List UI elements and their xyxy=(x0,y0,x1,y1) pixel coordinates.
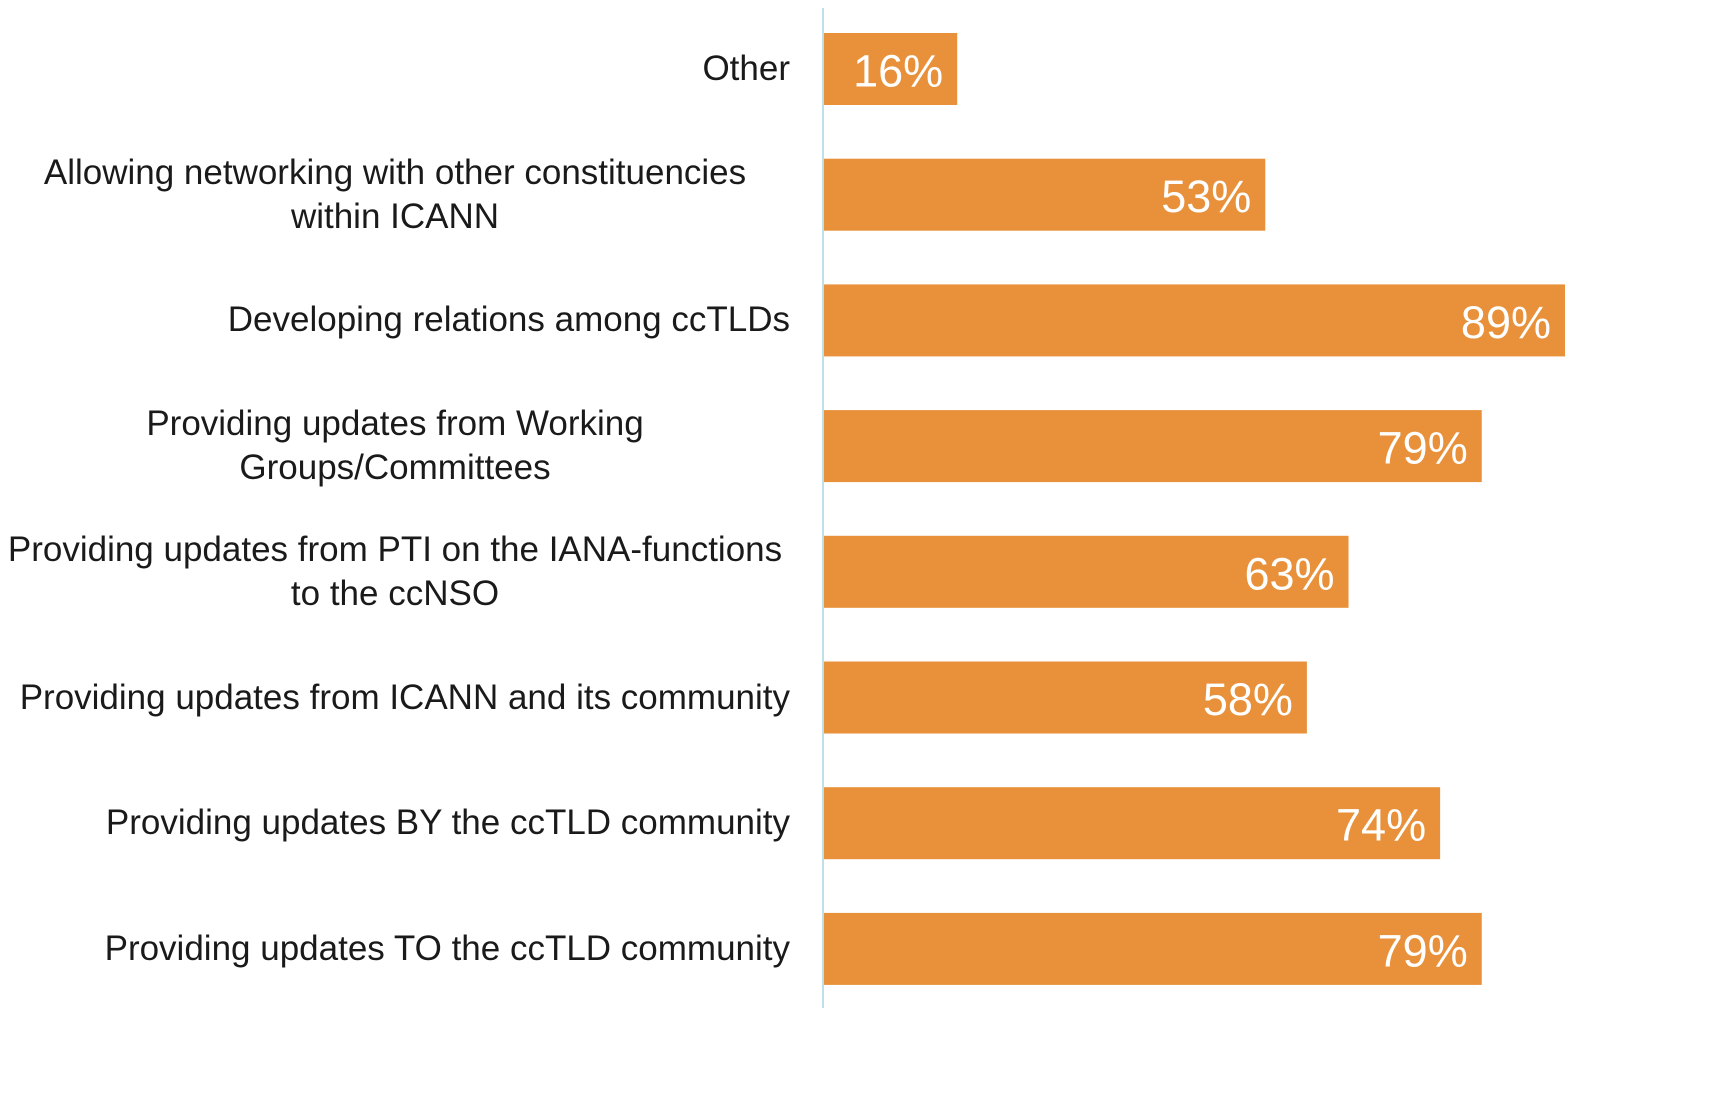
category-label-box: Providing updates BY the ccTLD community xyxy=(106,763,790,883)
category-label-box: Providing updates from Working Groups/Co… xyxy=(0,386,790,506)
value-label: 79% xyxy=(1378,423,1468,474)
value-label: 58% xyxy=(1203,674,1293,725)
category-label-box: Providing updates from PTI on the IANA-f… xyxy=(0,512,790,632)
bar xyxy=(824,661,1307,734)
value-label: 16% xyxy=(853,46,943,97)
category-label-box: Providing updates from ICANN and its com… xyxy=(20,638,790,758)
bar xyxy=(824,410,1482,483)
category-label: Other xyxy=(702,49,790,88)
category-label-box: Providing updates TO the ccTLD community xyxy=(105,889,790,1009)
bar xyxy=(824,535,1349,608)
value-label: 89% xyxy=(1461,297,1551,348)
value-label: 74% xyxy=(1336,800,1426,851)
bar xyxy=(824,158,1266,231)
category-label-box: Allowing networking with other constitue… xyxy=(0,135,790,255)
category-label: Allowing networking with other constitue… xyxy=(43,152,747,236)
bar xyxy=(824,787,1441,860)
category-label: Providing updates TO the ccTLD community xyxy=(104,928,790,968)
bar xyxy=(824,284,1565,357)
bar xyxy=(824,33,958,105)
category-label: Providing updates from ICANN and its com… xyxy=(19,677,790,717)
value-label: 53% xyxy=(1161,171,1251,222)
value-label: 79% xyxy=(1378,925,1468,976)
category-label: Providing updates BY the ccTLD community xyxy=(105,803,790,843)
category-label: Developing relations among ccTLDs xyxy=(227,300,790,340)
category-label: Providing updates from PTI on the IANA-f… xyxy=(7,529,783,613)
category-label-box: Developing relations among ccTLDs xyxy=(228,260,790,380)
category-label-box: Other xyxy=(702,9,790,129)
bar xyxy=(824,912,1482,985)
category-label: Providing updates from Working Groups/Co… xyxy=(146,404,644,488)
value-label: 63% xyxy=(1244,548,1334,599)
